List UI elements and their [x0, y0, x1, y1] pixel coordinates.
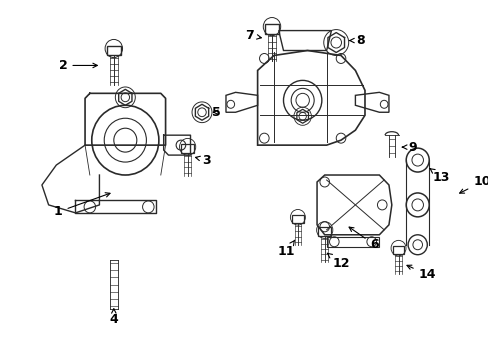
Text: 9: 9 — [402, 141, 416, 154]
Text: 3: 3 — [195, 154, 211, 167]
Text: 8: 8 — [349, 34, 364, 47]
Text: 13: 13 — [429, 168, 449, 184]
Text: 1: 1 — [54, 193, 110, 219]
Text: 6: 6 — [348, 227, 378, 251]
Text: 14: 14 — [406, 265, 435, 281]
Text: 5: 5 — [212, 106, 220, 119]
Text: 11: 11 — [277, 240, 295, 258]
Text: 12: 12 — [326, 253, 349, 270]
Text: 4: 4 — [109, 309, 118, 326]
Text: 10: 10 — [459, 175, 488, 193]
Text: 7: 7 — [245, 29, 261, 42]
Text: 2: 2 — [59, 59, 97, 72]
